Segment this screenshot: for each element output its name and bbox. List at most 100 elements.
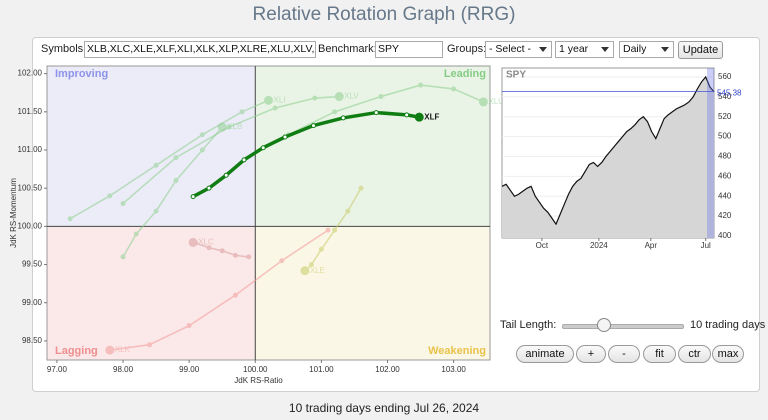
y-tick-label: 99.00 [22, 298, 43, 307]
tail-point [414, 112, 424, 122]
price-area [502, 76, 714, 239]
x-tick-label: 100.00 [243, 365, 268, 374]
tail-point [378, 94, 384, 100]
groups-select[interactable]: - Select - [485, 41, 552, 58]
tail-point [190, 194, 196, 200]
y-tick-label: 102.00 [18, 69, 43, 78]
x-tick-label: 99.00 [179, 365, 200, 374]
quadrant-lagging [47, 226, 256, 360]
y-tick-label: 100.00 [18, 221, 43, 230]
tail-point [120, 254, 126, 260]
x-tick-label: Apr [645, 241, 658, 250]
tail-point [219, 248, 225, 254]
y-tick-label: 500 [718, 132, 732, 141]
tail-point [232, 292, 238, 298]
tail-point [318, 246, 324, 252]
tail-name: XLI [274, 95, 286, 104]
x-tick-label: 97.00 [47, 365, 68, 374]
y-tick-label: 460 [718, 171, 732, 180]
plot-border [46, 65, 491, 361]
x-tick-label: Oct [536, 241, 549, 250]
tail-point [223, 172, 229, 178]
quadrant-label: Weakening [428, 345, 486, 357]
tail-point [153, 208, 159, 214]
tail-point [188, 237, 198, 247]
benchmark-input[interactable]: SPY [375, 41, 443, 58]
tail-point [373, 110, 379, 116]
tail-value: 10 trading days [690, 319, 766, 331]
tail-slider[interactable] [562, 324, 684, 329]
tail-point [300, 266, 310, 276]
tail-point [418, 82, 424, 88]
rrg-tail: XLI [67, 95, 286, 222]
footer: 10 trading days ending Jul 26, 2024 [288, 401, 480, 415]
y-tick-label: 400 [718, 231, 732, 240]
price-line [501, 75, 715, 226]
x-tick-label: 101.00 [309, 365, 334, 374]
tail-point [404, 112, 410, 118]
tail-point [232, 252, 238, 258]
tail-point [241, 157, 247, 163]
tail-point [260, 145, 266, 151]
tail-name: XLK [115, 345, 131, 354]
control-button[interactable]: max [712, 345, 744, 363]
tail-point [153, 162, 159, 168]
symbols-input[interactable]: XLB,XLC,XLE,XLF,XLI,XLK,XLP,XLRE,XLU,XLV… [84, 41, 316, 58]
y-tick-label: 99.50 [22, 260, 43, 269]
tail-line [122, 126, 223, 258]
y-tick-label: 480 [718, 152, 732, 161]
tail-point [246, 254, 252, 260]
tail-line [109, 229, 329, 351]
y-tick-label: 520 [718, 112, 732, 121]
control-button[interactable]: fit [643, 345, 676, 363]
tail-point [332, 227, 338, 233]
control-button[interactable]: - [608, 345, 640, 363]
y-tick-label: 560 [718, 72, 732, 81]
rrg-tail: XLC [188, 237, 252, 260]
tail-point [199, 132, 205, 138]
tail-point [279, 258, 285, 264]
rrg-tail: XLF [190, 110, 439, 200]
quadrant-label: Lagging [55, 345, 98, 357]
tail-point [325, 227, 331, 233]
tail-line [287, 84, 484, 136]
benchmark-label: Benchmark: [318, 43, 377, 55]
x-tick-label: 103.00 [441, 365, 466, 374]
quadrant-label: Improving [55, 68, 108, 80]
tail-line [69, 99, 269, 220]
tail-point [282, 134, 288, 140]
tail-point [332, 109, 338, 115]
rrg-tail: XLE [300, 185, 364, 276]
y-tick-label: 540 [718, 92, 732, 101]
symbols-label: Symbols: [41, 43, 87, 55]
x-tick-label: 102.00 [375, 365, 400, 374]
rrg-tail: XLK [105, 227, 331, 355]
y-tick-label: 101.50 [18, 107, 43, 116]
x-axis-label: JdK RS-Ratio [234, 376, 283, 385]
period-select[interactable]: 1 year [555, 41, 614, 58]
tail-point [345, 208, 351, 214]
tail-slider-thumb[interactable] [597, 318, 611, 332]
x-tick-label: Jul [701, 241, 711, 250]
tail-point [186, 323, 192, 329]
quadrant-improving [47, 66, 256, 227]
control-button[interactable]: + [576, 345, 606, 363]
tail-window [707, 68, 714, 238]
tail-point [173, 155, 179, 161]
tail-point [478, 97, 488, 107]
tail-point [206, 245, 212, 251]
tail-line [122, 95, 340, 205]
tail-point [308, 262, 314, 268]
tail-point [199, 147, 205, 153]
control-button[interactable]: animate [516, 345, 574, 363]
tail-point [105, 345, 115, 355]
tail-point [133, 231, 139, 237]
control-button[interactable]: ctr [678, 345, 711, 363]
update-button[interactable]: Update [678, 41, 723, 59]
tail-name: XLF [424, 112, 439, 121]
tail-point [120, 200, 126, 206]
y-axis-label: JdK RS-Momentum [9, 178, 18, 248]
interval-select[interactable]: Daily [619, 41, 674, 58]
